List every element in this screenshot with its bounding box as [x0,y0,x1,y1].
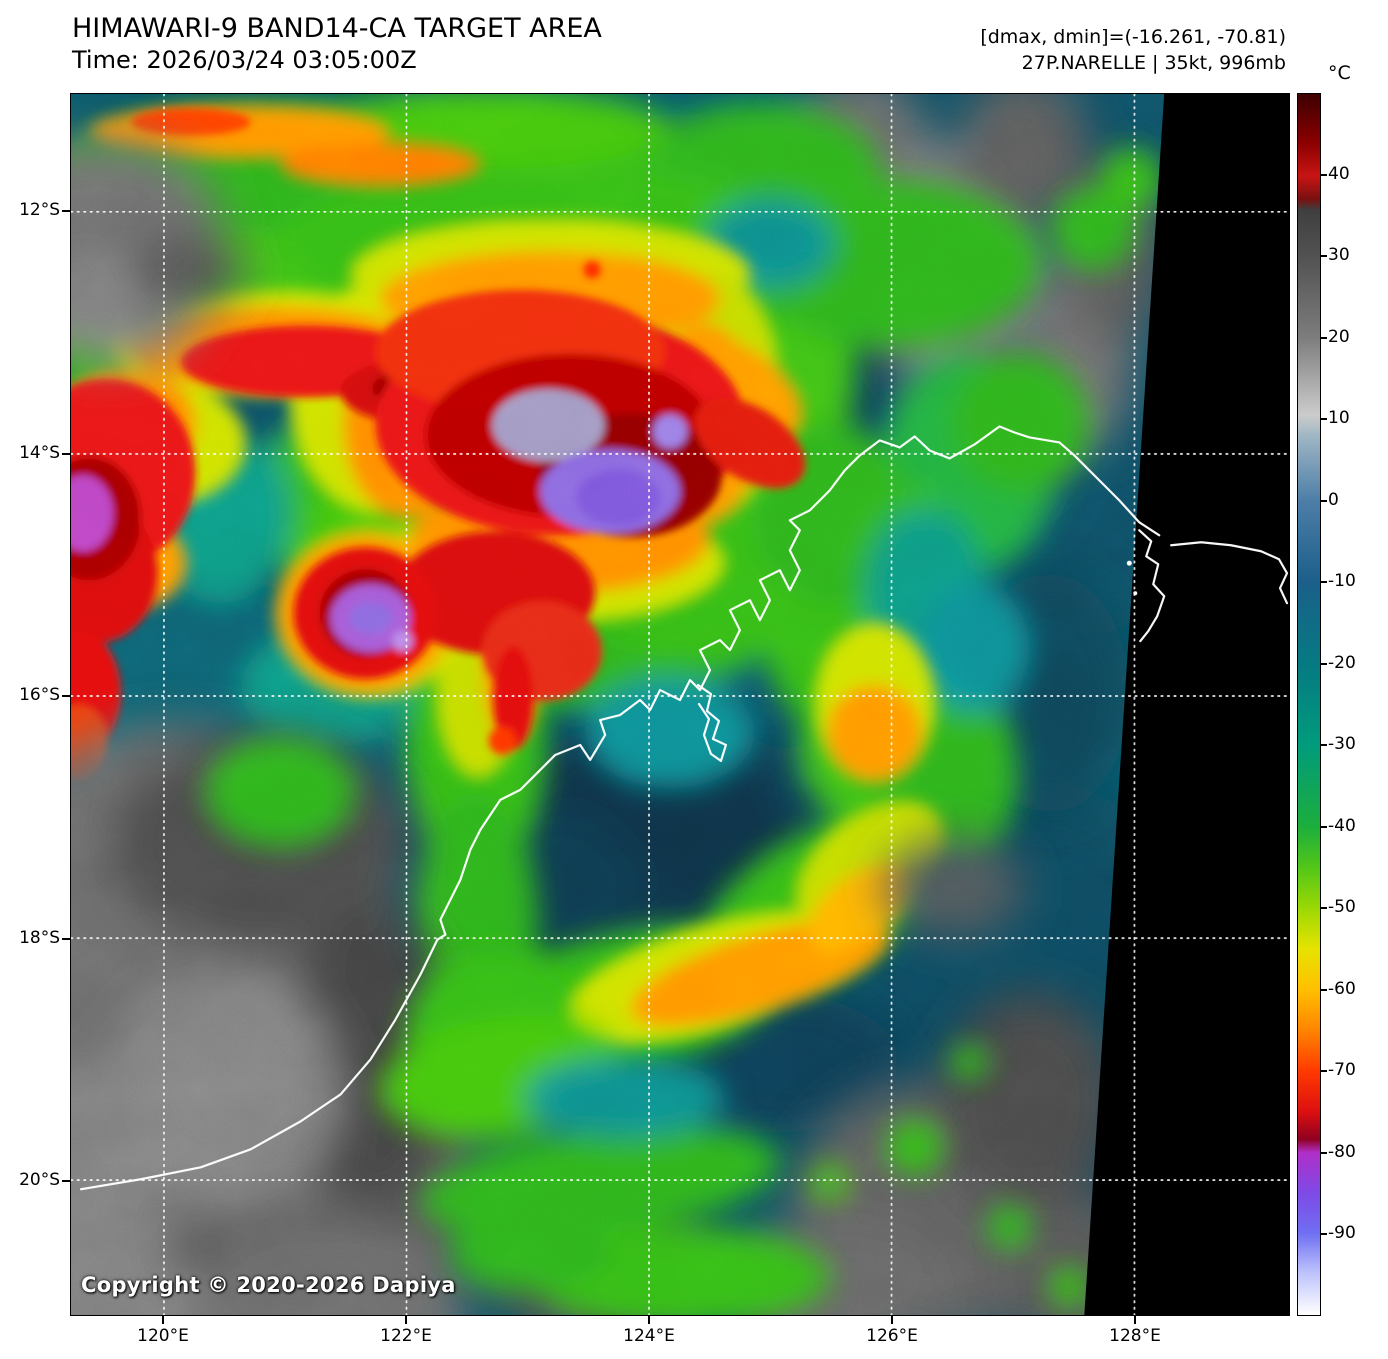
lon-tick-mark [1134,1316,1136,1324]
satellite-image [71,94,1289,1315]
lat-tick-mark [62,937,70,940]
colorbar-tick-label: -60 [1328,978,1356,999]
info-block: [dmax, dmin]=(-16.261, -70.81) 27P.NAREL… [980,24,1286,76]
lat-tick-label: 20°S [19,1170,60,1190]
colorbar-tick-mark [1321,336,1327,339]
lon-tick-label: 120°E [137,1326,189,1346]
title-block: HIMAWARI-9 BAND14-CA TARGET AREA Time: 2… [72,12,602,76]
gridlines [71,94,1289,1315]
lat-tick-label: 12°S [19,200,60,220]
colorbar [1297,93,1321,1316]
lat-tick-label: 18°S [19,927,60,948]
copyright-watermark: Copyright © 2020-2026 Dapiya [81,1273,456,1297]
lat-tick-label: 14°S [19,442,60,463]
colorbar-tick-mark [1321,825,1327,828]
lat-tick-mark [62,452,70,455]
colorbar-tick-mark [1321,662,1327,665]
lat-tick-mark [62,1180,70,1182]
colorbar-tick-mark [1321,581,1327,584]
lon-tick-mark [162,1316,164,1324]
colorbar-tick-label: -50 [1328,897,1356,918]
colorbar-tick-label: -10 [1328,571,1356,592]
dmax-dmin-readout: [dmax, dmin]=(-16.261, -70.81) [980,26,1286,48]
colorbar-tick-mark [1321,499,1327,502]
colorbar-tick-label: -30 [1328,734,1356,755]
colorbar-tick-label: 0 [1328,489,1339,510]
lat-tick-mark [62,210,70,212]
colorbar-tick-mark [1321,744,1327,747]
colorbar-tick-label: -70 [1328,1060,1356,1081]
colorbar-tick-mark [1321,418,1327,421]
lon-tick-mark [891,1316,893,1324]
lon-tick-mark [648,1316,650,1324]
timestamp: Time: 2026/03/24 03:05:00Z [72,46,417,74]
colorbar-tick-mark [1321,907,1327,910]
colorbar-tick-mark [1321,255,1327,258]
colorbar-tick-label: -40 [1328,815,1356,836]
colorbar-tick-label: 40 [1328,163,1350,184]
colorbar-tick-label: -90 [1328,1223,1356,1244]
lon-tick-label: 126°E [866,1326,918,1346]
page-title: HIMAWARI-9 BAND14-CA TARGET AREA [72,13,602,44]
colorbar-tick-mark [1321,173,1327,176]
lon-tick-label: 128°E [1109,1326,1161,1346]
lon-tick-label: 124°E [623,1326,675,1346]
colorbar-tick-label: 30 [1328,245,1350,266]
colorbar-unit-label: °C [1328,62,1351,84]
colorbar-tick-label: 20 [1328,326,1350,347]
lon-tick-label: 122°E [380,1326,432,1346]
lon-tick-mark [405,1316,407,1324]
map-plot: Copyright © 2020-2026 Dapiya [70,93,1290,1316]
lat-tick-mark [62,695,70,697]
colorbar-tick-label: 10 [1328,408,1350,429]
lat-tick-label: 16°S [19,685,60,705]
colorbar-tick-mark [1321,1070,1327,1073]
colorbar-tick-mark [1321,988,1327,991]
colorbar-tick-mark [1321,1233,1327,1236]
storm-readout: 27P.NARELLE | 35kt, 996mb [1021,52,1286,74]
colorbar-tick-label: -80 [1328,1141,1356,1162]
colorbar-tick-label: -20 [1328,652,1356,673]
satellite-swath [71,94,1165,1315]
colorbar-tick-mark [1321,1151,1327,1154]
coastline [79,425,1289,1191]
